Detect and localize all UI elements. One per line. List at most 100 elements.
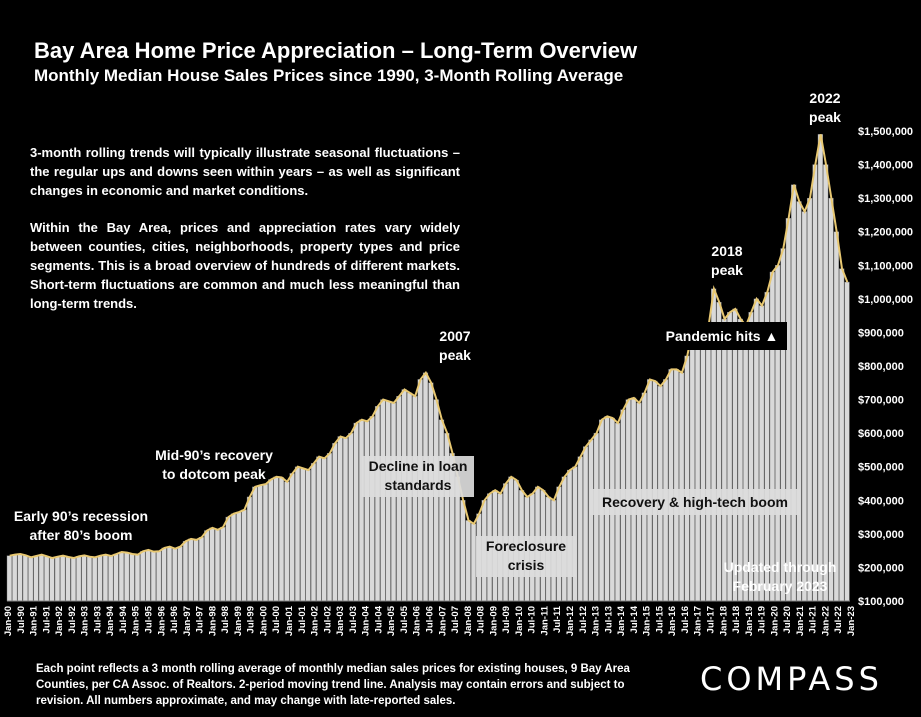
price-bar [44,556,50,602]
price-bar [6,555,12,602]
y-tick-label: $800,000 [858,361,904,373]
price-bar [289,473,295,602]
price-bar [278,477,285,602]
price-bar [262,483,269,602]
x-tick-label: Jul-95 [144,605,155,633]
y-tick-label: $500,000 [858,462,904,474]
price-bar [129,553,135,602]
price-bar [150,551,156,602]
price-bar [305,469,311,602]
price-bar [145,549,151,602]
x-tick-label: Jul-10 [527,606,538,633]
price-bar [92,557,98,602]
price-bar [134,554,140,602]
x-tick-label: Jul-21 [808,605,819,633]
annotation-2018-line2: peak [711,262,743,278]
x-tick-label: Jul-20 [782,606,793,633]
price-bar [241,509,247,602]
x-tick-label: Jan-91 [29,605,40,636]
annotation-2022-line1: 2022 [809,90,841,106]
price-bar [583,446,589,602]
x-tick-label: Jul-06 [425,606,436,633]
annotation-decline-loan-standards: Decline in loan standards [362,456,474,497]
x-tick-label: Jan-14 [616,605,627,636]
x-tick-label: Jan-18 [718,606,729,636]
price-bar [433,399,439,602]
price-bar [54,556,60,602]
x-tick-label: Jul-17 [706,606,717,633]
price-bar [369,416,375,602]
price-bar [374,406,381,602]
price-bar [22,555,28,602]
price-bar [182,541,189,602]
annotation-2022-peak: 2022 peak [795,89,855,127]
x-tick-label: Jan-01 [284,605,295,636]
x-tick-label: Jan-94 [105,605,116,636]
x-tick-label: Jan-19 [744,606,755,636]
price-bar [246,496,253,602]
annotation-early-90s: Early 90’s recession after 80’s boom [6,507,156,545]
price-bar [102,554,108,602]
price-bar [321,458,327,602]
annotation-recovery-boom: Recovery & high-tech boom [590,489,800,515]
price-bar [364,421,370,602]
price-bar [791,184,797,602]
x-tick-label: Jul-16 [680,606,691,633]
x-tick-label: Jul-14 [629,605,640,633]
price-bar [332,443,338,602]
price-bar [668,369,674,602]
price-bar [188,538,194,602]
price-bar [17,553,23,602]
price-bar [695,338,701,602]
compass-logo: COMPASS [700,660,883,698]
price-bar [214,529,221,602]
info-paragraph-2: Within the Bay Area, prices and apprecia… [30,220,460,311]
x-tick-label: Jul-05 [399,605,410,633]
x-tick-label: Jul-15 [654,605,665,633]
price-bar [812,164,818,602]
price-bar [801,211,807,602]
price-bar [257,484,263,602]
x-tick-label: Jan-12 [565,606,576,636]
x-tick-label: Jan-20 [769,606,780,636]
x-tick-label: Jul-96 [169,606,180,633]
y-tick-label: $1,500,000 [858,126,913,138]
price-bar [823,164,829,602]
price-bar [70,557,76,602]
price-bar [161,547,167,602]
price-bar [839,268,845,602]
y-tick-label: $1,300,000 [858,193,913,205]
price-bar [673,369,679,602]
x-tick-label: Jan-02 [310,606,321,636]
price-bar [177,546,183,602]
price-bar [220,526,226,602]
annotation-foreclosure-line1: Foreclosure [485,538,567,554]
x-tick-label: Jan-15 [642,605,653,636]
x-tick-label: Jan-98 [207,606,218,636]
x-tick-label: Jul-97 [195,606,206,633]
price-bar [380,399,386,602]
price-bar [124,552,130,602]
annotation-mid-90s-line2: to dotcom peak [162,466,266,482]
y-tick-label: $1,000,000 [858,294,913,306]
x-tick-label: Jul-12 [578,606,589,633]
price-bar [204,530,210,602]
price-bar [342,437,349,602]
price-bar [785,218,791,602]
x-tick-label: Jan-06 [412,606,423,636]
y-tick-label: $100,000 [858,596,904,608]
annotation-updated-line2: February 2023 [732,578,828,594]
x-tick-label: Jan-90 [3,606,14,636]
price-bar [86,556,92,602]
price-bar [337,436,343,602]
x-tick-label: Jan-00 [258,606,269,636]
price-bar [588,439,594,602]
x-tick-label: Jul-99 [246,606,257,633]
price-bar [348,432,354,602]
price-bar [12,554,18,602]
price-bar [396,396,402,602]
x-tick-label: Jan-09 [488,606,499,636]
x-tick-label: Jul-93 [92,606,103,633]
price-bar [193,539,199,602]
y-tick-label: $1,200,000 [858,227,913,239]
